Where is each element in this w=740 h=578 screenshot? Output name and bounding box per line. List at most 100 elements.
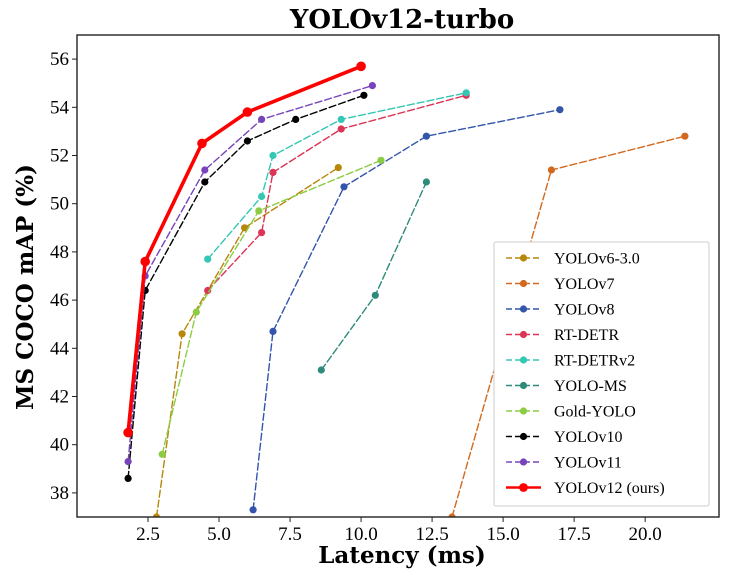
legend-label: YOLOv6-3.0 [554, 251, 640, 268]
y-tick-label: 44 [50, 338, 70, 359]
data-point [204, 255, 212, 263]
data-point [360, 91, 368, 99]
legend-marker [519, 432, 528, 441]
series-line [155, 166, 339, 517]
legend-marker [519, 483, 528, 492]
legend-item: RT-DETRv2 [506, 353, 635, 370]
y-tick-label: 48 [50, 242, 69, 263]
data-point [556, 106, 564, 114]
legend-marker [519, 279, 528, 288]
data-point [158, 450, 166, 458]
series-rt-detrv2 [204, 89, 470, 263]
legend-label: YOLOv11 [554, 455, 622, 472]
series-yolov7 [448, 132, 689, 517]
data-point [124, 474, 132, 482]
legend-item: YOLOv11 [506, 455, 622, 472]
legend-label: YOLOv8 [554, 302, 614, 319]
legend-label: RT-DETR [554, 327, 619, 344]
x-tick-label: 15.0 [486, 524, 519, 545]
data-point [197, 138, 207, 149]
series-yolov8 [249, 106, 564, 514]
x-axis-label: Latency (ms) [318, 542, 485, 569]
legend-item: YOLOv8 [506, 302, 614, 319]
series-yolo-ms [317, 178, 430, 374]
y-tick-label: 40 [50, 435, 69, 456]
series-line [127, 84, 374, 463]
x-tick-label: 17.5 [557, 524, 590, 545]
x-tick-label: 20.0 [629, 524, 662, 545]
data-point [123, 427, 133, 438]
data-point [243, 137, 251, 145]
data-point [204, 286, 212, 295]
legend-marker [519, 356, 528, 364]
legend-box [493, 241, 710, 507]
legend-label: YOLO-MS [554, 378, 627, 395]
series-line [206, 92, 467, 260]
legend-item: YOLO-MS [506, 378, 627, 395]
data-point [422, 178, 430, 186]
data-point [340, 183, 348, 191]
y-axis: 38 40 42 44 46 48 50 52 54 56 [50, 49, 77, 504]
data-point [258, 229, 266, 237]
data-point [192, 308, 200, 316]
data-point [152, 513, 161, 517]
legend-item: YOLOv12 (ours) [506, 480, 665, 497]
chart-title: YOLOv12-turbo [289, 5, 514, 35]
y-tick-label: 46 [50, 290, 69, 311]
legend-item: YOLOv10 [506, 429, 622, 446]
data-point [334, 164, 342, 172]
data-point [258, 115, 266, 123]
series-yolov12-ours- [123, 61, 366, 438]
legend-marker [519, 381, 528, 390]
data-point [178, 330, 186, 338]
plot-area [123, 61, 689, 517]
y-tick-label: 38 [50, 483, 69, 504]
legend-item: YOLOv7 [506, 276, 614, 293]
legend-label: YOLOv7 [554, 276, 614, 293]
series-line [161, 159, 382, 455]
data-point [249, 506, 257, 514]
x-tick-label: 7.5 [278, 524, 302, 545]
data-point [317, 366, 325, 374]
legend-marker [519, 254, 528, 262]
data-point [422, 132, 430, 140]
x-tick-label: 12.5 [415, 524, 448, 545]
data-point [337, 115, 345, 123]
data-point [269, 327, 277, 335]
x-axis: 2.5 5.0 7.5 10.0 12.5 15.0 17.5 20.0 [136, 517, 662, 545]
data-point [242, 107, 253, 117]
data-point [124, 458, 132, 466]
data-point [356, 61, 366, 72]
data-point [140, 256, 150, 267]
series-line [127, 94, 365, 480]
series-yolov6-3-0 [152, 164, 342, 517]
legend-marker [519, 407, 528, 415]
series-line [320, 181, 428, 371]
data-point [681, 132, 689, 140]
legend-label: YOLOv10 [554, 429, 622, 446]
legend-item: RT-DETR [506, 327, 619, 344]
legend-label: YOLOv12 (ours) [554, 480, 665, 497]
y-axis-label: MS COCO mAP (%) [12, 164, 39, 410]
series-rt-detr [204, 91, 470, 295]
y-tick-label: 42 [50, 387, 69, 408]
series-yolov11 [124, 82, 376, 466]
data-point [448, 513, 456, 517]
series-line [206, 94, 467, 292]
data-point [462, 89, 470, 97]
y-tick-label: 56 [50, 49, 69, 70]
legend-item: YOLOv6-3.0 [506, 251, 640, 268]
x-tick-label: 10.0 [344, 524, 377, 545]
data-point [269, 168, 277, 176]
series-line [126, 64, 363, 435]
plot-frame [76, 34, 720, 518]
legend-marker [519, 305, 528, 313]
legend-label: RT-DETRv2 [554, 353, 635, 370]
legend: YOLOv6-3.0 YOLOv7 YOLOv8 RT-DETR RT-DETRv2 YO… [493, 241, 710, 507]
data-point [371, 291, 379, 299]
data-point [337, 125, 345, 133]
data-point [368, 82, 376, 90]
data-point [292, 115, 300, 123]
data-point [377, 156, 385, 164]
